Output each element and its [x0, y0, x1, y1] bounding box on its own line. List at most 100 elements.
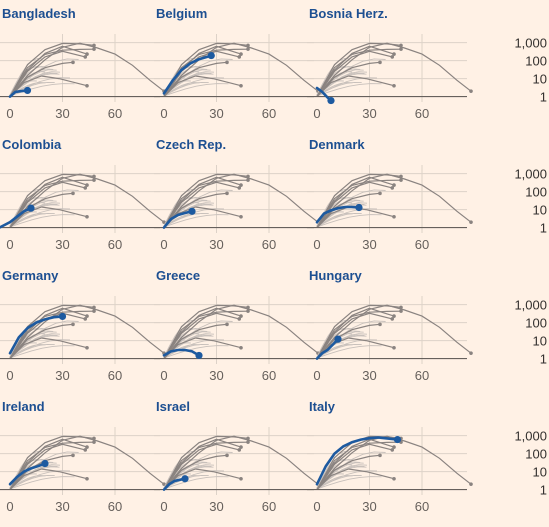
- chart-panel: Belgium 0 30 60: [154, 6, 320, 134]
- background-series-end: [246, 440, 250, 444]
- faint-series-line: [316, 475, 353, 490]
- background-series-line: [316, 443, 393, 490]
- x-tick-label: 60: [415, 106, 429, 121]
- background-series-end: [469, 351, 473, 355]
- background-series-end: [92, 440, 96, 444]
- background-series-end: [392, 214, 396, 219]
- background-series-end: [92, 436, 96, 441]
- background-series-line: [9, 181, 86, 228]
- highlight-series-end: [23, 86, 32, 95]
- background-series-line: [9, 441, 95, 490]
- background-series-end: [237, 186, 242, 190]
- background-series-end: [71, 453, 75, 458]
- background-series-end: [92, 43, 96, 48]
- background-series-end: [469, 220, 473, 224]
- background-series-line: [9, 435, 165, 490]
- background-series-end: [237, 317, 242, 321]
- background-series-line: [163, 441, 249, 490]
- background-series-end: [71, 60, 75, 65]
- background-series-line: [9, 61, 74, 98]
- x-tick-label: 30: [209, 368, 223, 383]
- highlight-series-end: [27, 204, 35, 212]
- background-series-line: [316, 441, 402, 490]
- y-tick-label: 100: [525, 54, 547, 69]
- highlight-series-line: [315, 205, 361, 224]
- background-series-line: [163, 75, 242, 98]
- panel-title: Hungary: [309, 268, 362, 283]
- x-tick-label: 0: [6, 237, 13, 252]
- chart-panel: Hungary 0 30 60 1,000 100 10 1: [307, 268, 547, 396]
- background-series-line: [163, 454, 228, 491]
- x-tick-label: 60: [262, 368, 276, 383]
- panel-title: Germany: [2, 268, 59, 283]
- panel-title: Czech Rep.: [156, 137, 227, 152]
- panel-plot: 0 30 60: [154, 427, 320, 514]
- faint-series-line: [163, 81, 209, 97]
- highlight-series-end: [58, 312, 67, 321]
- background-series-line: [316, 312, 393, 359]
- background-series-end: [399, 43, 403, 48]
- background-series-end: [399, 47, 403, 51]
- faint-series-line: [316, 474, 362, 490]
- background-series-end: [246, 305, 250, 310]
- background-series-line: [316, 48, 402, 97]
- background-series-line: [9, 75, 88, 98]
- background-series-end: [392, 83, 396, 88]
- background-series-end: [239, 445, 243, 449]
- background-series-line: [316, 310, 402, 359]
- background-series-line: [163, 435, 249, 490]
- x-tick-label: 0: [160, 499, 167, 514]
- x-tick-label: 30: [209, 499, 223, 514]
- x-tick-label: 60: [262, 106, 276, 121]
- background-series-end: [246, 436, 250, 441]
- background-series-end: [85, 52, 89, 56]
- background-series-line: [316, 173, 472, 228]
- background-series-end: [71, 322, 75, 327]
- panel-plot: 0 30 60: [154, 165, 320, 252]
- background-series-end: [239, 183, 243, 187]
- background-series-end: [225, 191, 229, 196]
- x-tick-label: 30: [55, 499, 69, 514]
- highlight-series-end: [188, 207, 196, 215]
- background-series-end: [246, 174, 250, 179]
- chart-panel: Czech Rep. 0 30 60: [154, 137, 320, 265]
- highlight-series-line: [315, 337, 340, 360]
- x-tick-label: 0: [6, 368, 13, 383]
- y-tick-label: 1,000: [514, 429, 547, 444]
- background-series-end: [378, 453, 382, 458]
- background-series-end: [92, 178, 96, 182]
- background-series-line: [316, 304, 472, 359]
- background-series-end: [71, 191, 75, 196]
- chart-panel: Colombia 0 30 60: [0, 137, 166, 265]
- faint-series-line: [316, 214, 382, 228]
- faint-series-line: [9, 212, 55, 228]
- background-series-end: [239, 214, 243, 219]
- background-series-line: [163, 443, 240, 490]
- faint-series-line: [9, 213, 46, 228]
- background-series-end: [378, 60, 382, 65]
- background-series-end: [85, 445, 89, 449]
- background-series-end: [392, 476, 396, 481]
- highlight-series-line: [162, 348, 201, 357]
- background-series-line: [163, 192, 228, 229]
- y-tick-label: 1,000: [514, 167, 547, 182]
- background-series-end: [392, 183, 396, 187]
- background-series-end: [83, 55, 88, 59]
- background-series-line: [9, 179, 95, 228]
- panel-title: Italy: [309, 399, 336, 414]
- background-series-line: [316, 42, 472, 97]
- background-series-line: [9, 323, 74, 360]
- background-series-end: [237, 448, 242, 452]
- highlight-series-end: [327, 96, 335, 105]
- background-series-line: [316, 192, 381, 229]
- background-series-line: [163, 42, 319, 97]
- faint-series-line: [316, 83, 382, 97]
- background-series-line: [163, 42, 249, 97]
- background-series-end: [92, 47, 96, 51]
- panel-plot: 0 30 60: [0, 296, 166, 383]
- highlight-series-end: [181, 475, 189, 483]
- faint-series-line: [9, 474, 55, 490]
- background-series-line: [316, 179, 402, 228]
- panel-plot: 0 30 60 1,000 100 10 1: [307, 427, 547, 514]
- x-tick-label: 0: [6, 106, 13, 121]
